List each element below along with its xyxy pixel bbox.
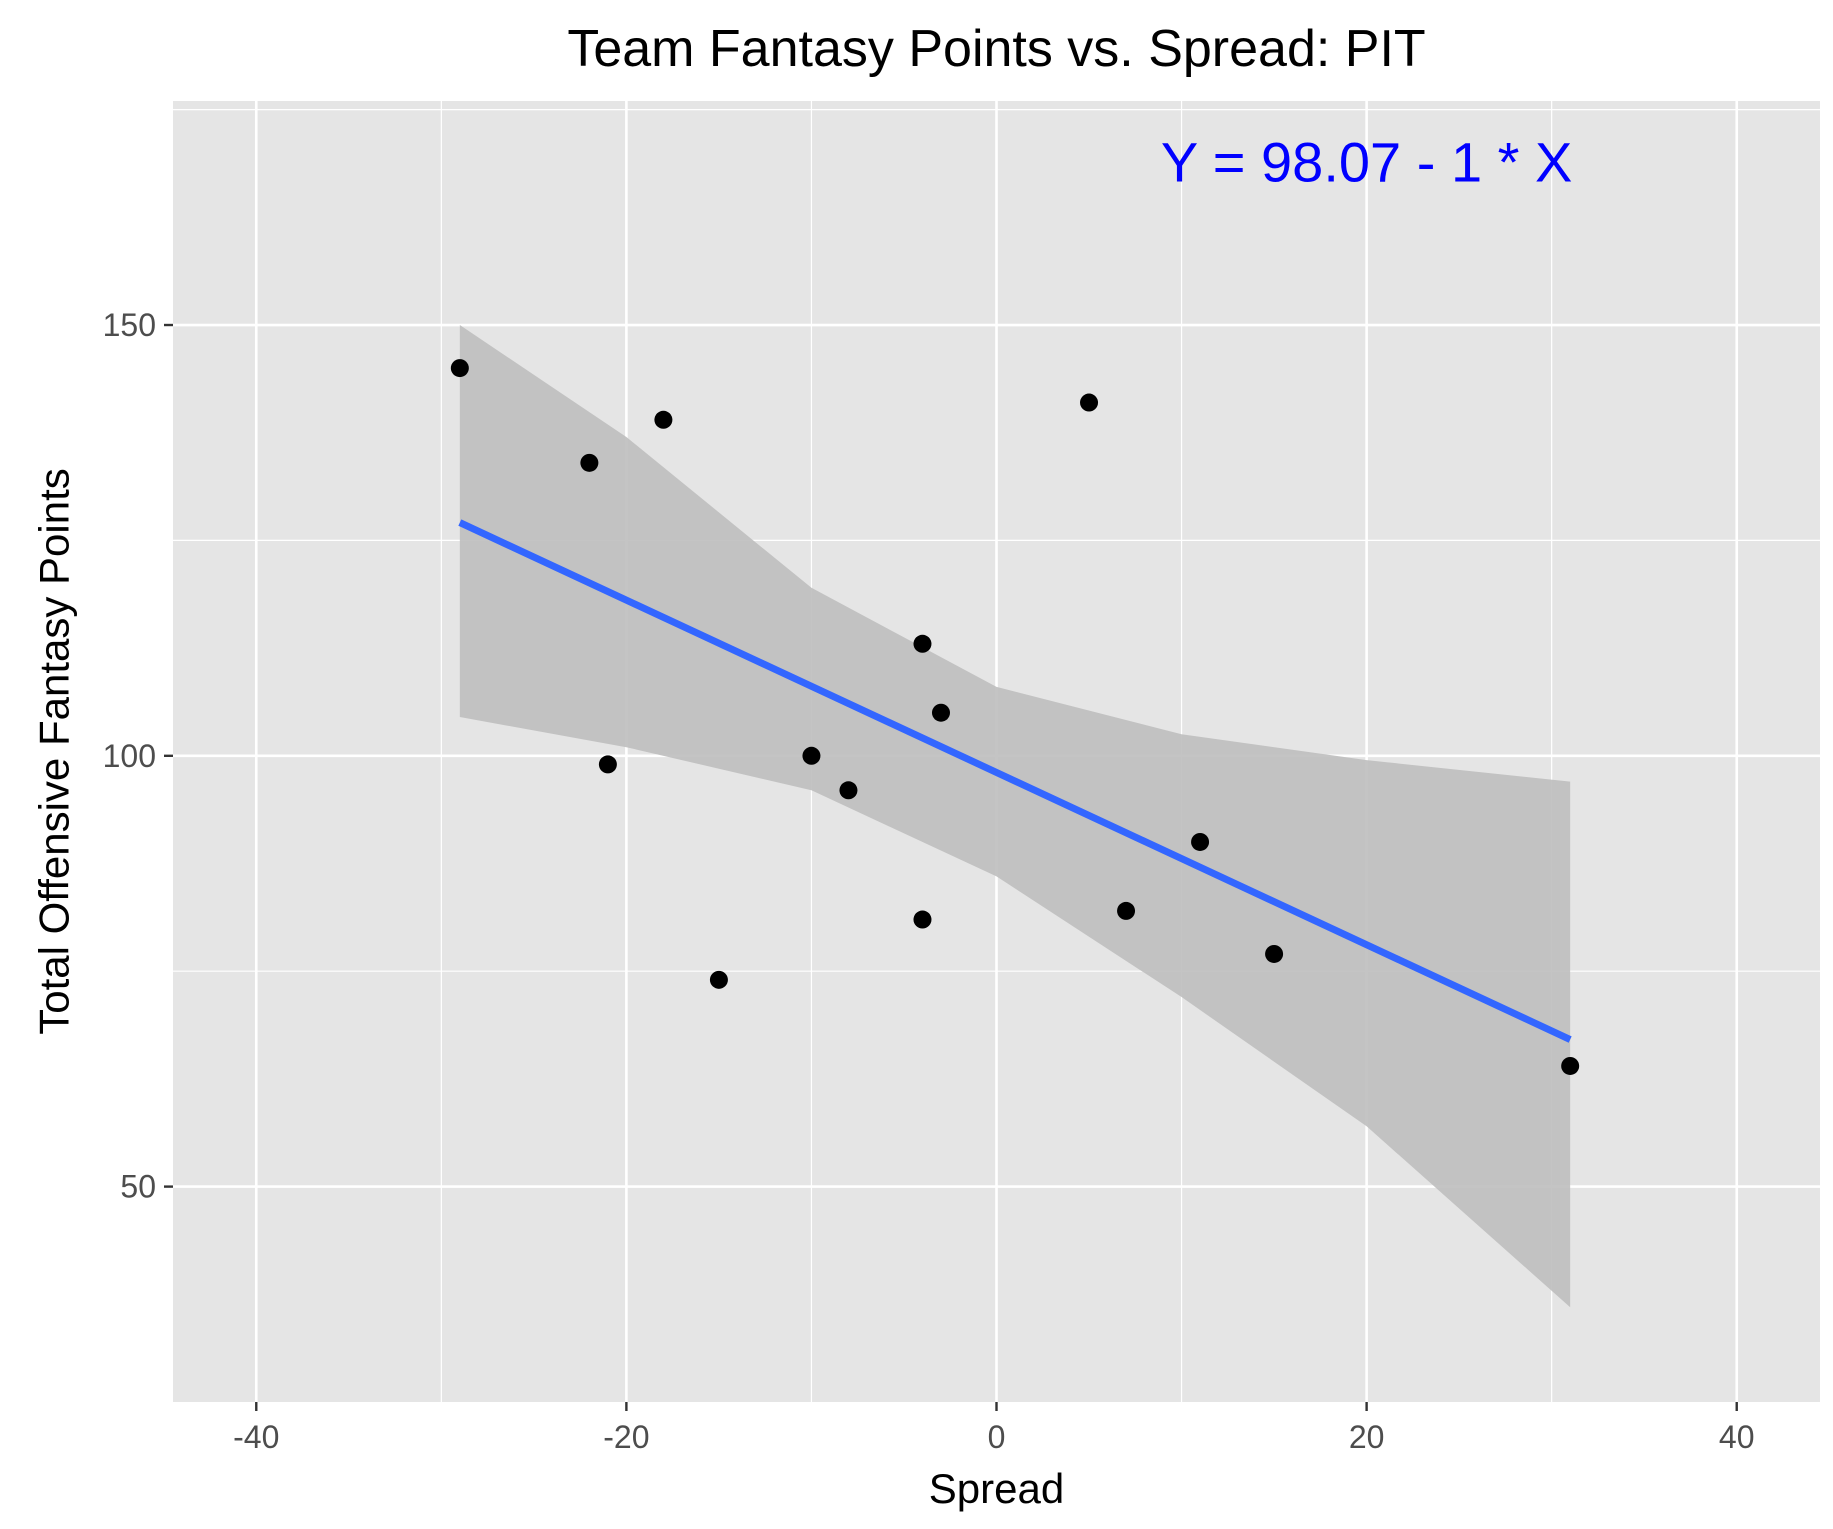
data-point (1561, 1056, 1580, 1075)
y-tick-label: 50 (120, 1169, 156, 1205)
confidence-band (459, 325, 1571, 1308)
data-point (802, 746, 821, 765)
data-point (1117, 901, 1136, 920)
y-axis-title: Total Offensive Fantasy Points (31, 468, 78, 1035)
regression-equation: Y = 98.07 - 1 * X (1161, 130, 1572, 193)
data-point (839, 781, 858, 800)
y-tick-label: 100 (103, 738, 156, 774)
x-tick-label: 20 (1349, 1419, 1385, 1455)
x-axis-title: Spread (929, 1465, 1064, 1512)
x-tick-label: -40 (233, 1419, 279, 1455)
data-point (1191, 832, 1210, 851)
data-point (598, 755, 617, 774)
x-tick-label: 0 (988, 1419, 1006, 1455)
data-point (913, 634, 932, 653)
y-tick-label: 150 (103, 307, 156, 343)
x-tick-label: -20 (603, 1419, 649, 1455)
data-point (450, 359, 469, 378)
data-point (913, 910, 932, 929)
chart-title: Team Fantasy Points vs. Spread: PIT (567, 20, 1425, 78)
trend-line (458, 519, 1572, 1043)
data-point (931, 703, 950, 722)
x-tick-label: 40 (1719, 1419, 1755, 1455)
data-point (1265, 944, 1284, 963)
data-point (709, 970, 728, 989)
data-point (580, 453, 599, 472)
x-axis-ticks: -40 -20 0 20 40 (233, 1402, 1755, 1455)
y-axis-ticks: 50 100 150 (103, 307, 173, 1205)
data-point (1080, 393, 1099, 412)
data-point (654, 410, 673, 429)
data-points (450, 359, 1580, 1075)
